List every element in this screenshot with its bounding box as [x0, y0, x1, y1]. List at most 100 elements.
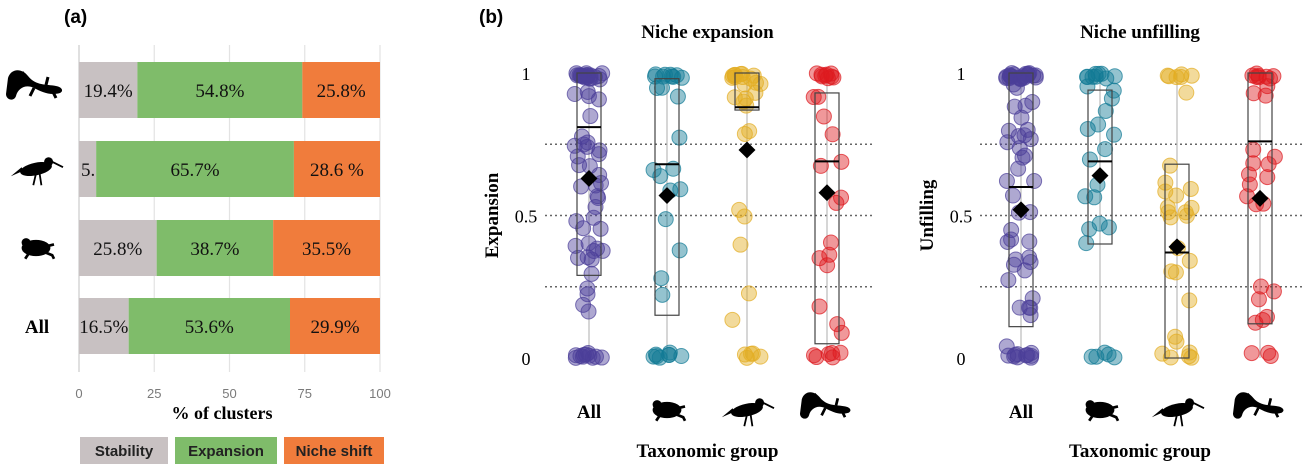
- data-point: [1086, 189, 1103, 206]
- data-point: [1000, 272, 1017, 289]
- box: [1087, 89, 1113, 245]
- data-point: [1090, 116, 1107, 133]
- data-point: [811, 298, 828, 315]
- data-point: [1248, 68, 1265, 85]
- data-point: [1243, 345, 1260, 362]
- data-point: [1262, 347, 1279, 364]
- data-point: [582, 108, 599, 125]
- data-point: [1003, 222, 1020, 239]
- data-point: [736, 125, 753, 142]
- legend-swatch: [80, 437, 168, 464]
- y-axis-title: Unfilling: [917, 179, 938, 251]
- bar-segment: [273, 220, 380, 276]
- box: [1247, 72, 1273, 325]
- panel-title: Niche unfilling: [1080, 22, 1200, 43]
- data-point: [821, 246, 838, 263]
- data-point: [575, 220, 592, 237]
- data-point: [1093, 65, 1110, 82]
- data-point: [740, 285, 757, 302]
- data-point: [657, 211, 674, 228]
- data-point: [587, 348, 604, 365]
- group-label: All: [1009, 402, 1033, 423]
- bar-segment: [290, 298, 380, 354]
- data-point: [824, 126, 841, 143]
- bar-segment: [302, 62, 380, 118]
- bird-icon: [1150, 397, 1205, 428]
- data-point: [752, 75, 769, 92]
- data-point: [580, 88, 597, 105]
- data-point: [1014, 149, 1031, 166]
- data-point: [811, 250, 828, 267]
- x-tick-label: 75: [298, 386, 312, 401]
- data-point: [1259, 169, 1276, 186]
- data-point: [1178, 84, 1195, 101]
- frog-icon: [1084, 398, 1120, 423]
- frog-icon: [651, 398, 687, 423]
- data-point: [805, 89, 822, 106]
- data-label: 16.5%: [79, 317, 128, 338]
- box: [1008, 72, 1034, 328]
- data-label: 65.7%: [170, 160, 219, 181]
- data-point: [736, 208, 753, 225]
- mean-marker: [818, 184, 836, 202]
- data-label: 38.7%: [190, 239, 239, 260]
- box: [654, 78, 680, 316]
- data-label: 19.4%: [84, 81, 133, 102]
- data-point: [580, 303, 597, 320]
- data-point: [647, 66, 664, 83]
- data-point: [1167, 264, 1184, 281]
- data-point: [1005, 76, 1022, 93]
- data-point: [1183, 67, 1200, 84]
- data-point: [752, 348, 769, 365]
- bar-segment: [137, 62, 303, 118]
- data-point: [567, 237, 584, 254]
- data-point: [1081, 151, 1098, 168]
- data-point: [829, 316, 846, 333]
- data-point: [1245, 85, 1262, 102]
- data-point: [1007, 251, 1024, 268]
- bar-segment: [79, 220, 157, 276]
- x-axis-title: Taxonomic group: [1069, 441, 1211, 462]
- box: [1164, 163, 1190, 359]
- mean-marker: [580, 169, 598, 187]
- data-point: [738, 97, 755, 114]
- data-point: [1162, 157, 1179, 174]
- panel-title: Niche expansion: [641, 22, 774, 43]
- legend-swatch: [175, 437, 277, 464]
- data-point: [1160, 204, 1177, 221]
- data-point: [651, 349, 668, 366]
- data-point: [1026, 173, 1043, 190]
- data-point: [653, 270, 670, 287]
- x-tick-label: 25: [147, 386, 161, 401]
- data-point: [732, 236, 749, 253]
- bird-icon: [9, 156, 64, 187]
- data-point: [581, 347, 598, 364]
- data-point: [743, 345, 760, 362]
- y-tick-label: 0: [957, 349, 966, 369]
- data-point: [665, 68, 682, 85]
- data-point: [824, 349, 841, 366]
- data-point: [1167, 328, 1184, 345]
- data-point: [1078, 235, 1095, 252]
- data-point: [1097, 102, 1114, 119]
- category-label: All: [25, 317, 49, 338]
- data-point: [574, 128, 591, 145]
- data-label: 25.8%: [317, 81, 366, 102]
- data-point: [1021, 249, 1038, 266]
- data-point: [579, 134, 596, 151]
- panel-a-label: (a): [64, 7, 87, 28]
- group-label: All: [577, 402, 601, 423]
- data-point: [1260, 344, 1277, 361]
- data-point: [736, 76, 753, 93]
- data-point: [1021, 299, 1038, 316]
- data-point: [805, 347, 822, 364]
- data-point: [1096, 344, 1113, 361]
- box: [734, 72, 760, 111]
- data-point: [652, 168, 669, 185]
- data-label: 53.6%: [185, 317, 234, 338]
- data-point: [1177, 204, 1194, 221]
- x-tick-label: 100: [369, 386, 391, 401]
- data-label: 35.5%: [302, 239, 351, 260]
- data-point: [574, 68, 591, 85]
- data-point: [1159, 67, 1176, 84]
